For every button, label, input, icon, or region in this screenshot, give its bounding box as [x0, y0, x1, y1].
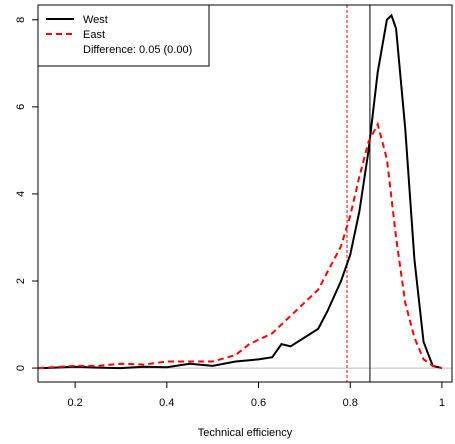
y-tick-label: 0 [15, 365, 27, 371]
y-tick-label: 6 [15, 104, 27, 110]
y-tick-label: 8 [15, 17, 27, 23]
x-tick-label: 0.4 [159, 397, 174, 409]
x-tick-label: 0.6 [251, 397, 266, 409]
y-tick-label: 2 [15, 278, 27, 284]
legend-note: Difference: 0.05 (0.00) [83, 44, 192, 56]
plot-frame [37, 4, 453, 383]
legend-label: East [83, 29, 105, 41]
density-line [43, 13, 443, 370]
x-tick-label: 1 [439, 397, 445, 409]
x-tick-label: 0.8 [343, 397, 358, 409]
x-axis-label: Technical efficiency [198, 427, 293, 439]
y-tick-label: 4 [15, 191, 27, 197]
legend-label: West [83, 14, 108, 26]
legend-box [37, 4, 210, 67]
density-line [38, 121, 443, 370]
x-tick-label: 0.2 [67, 397, 82, 409]
